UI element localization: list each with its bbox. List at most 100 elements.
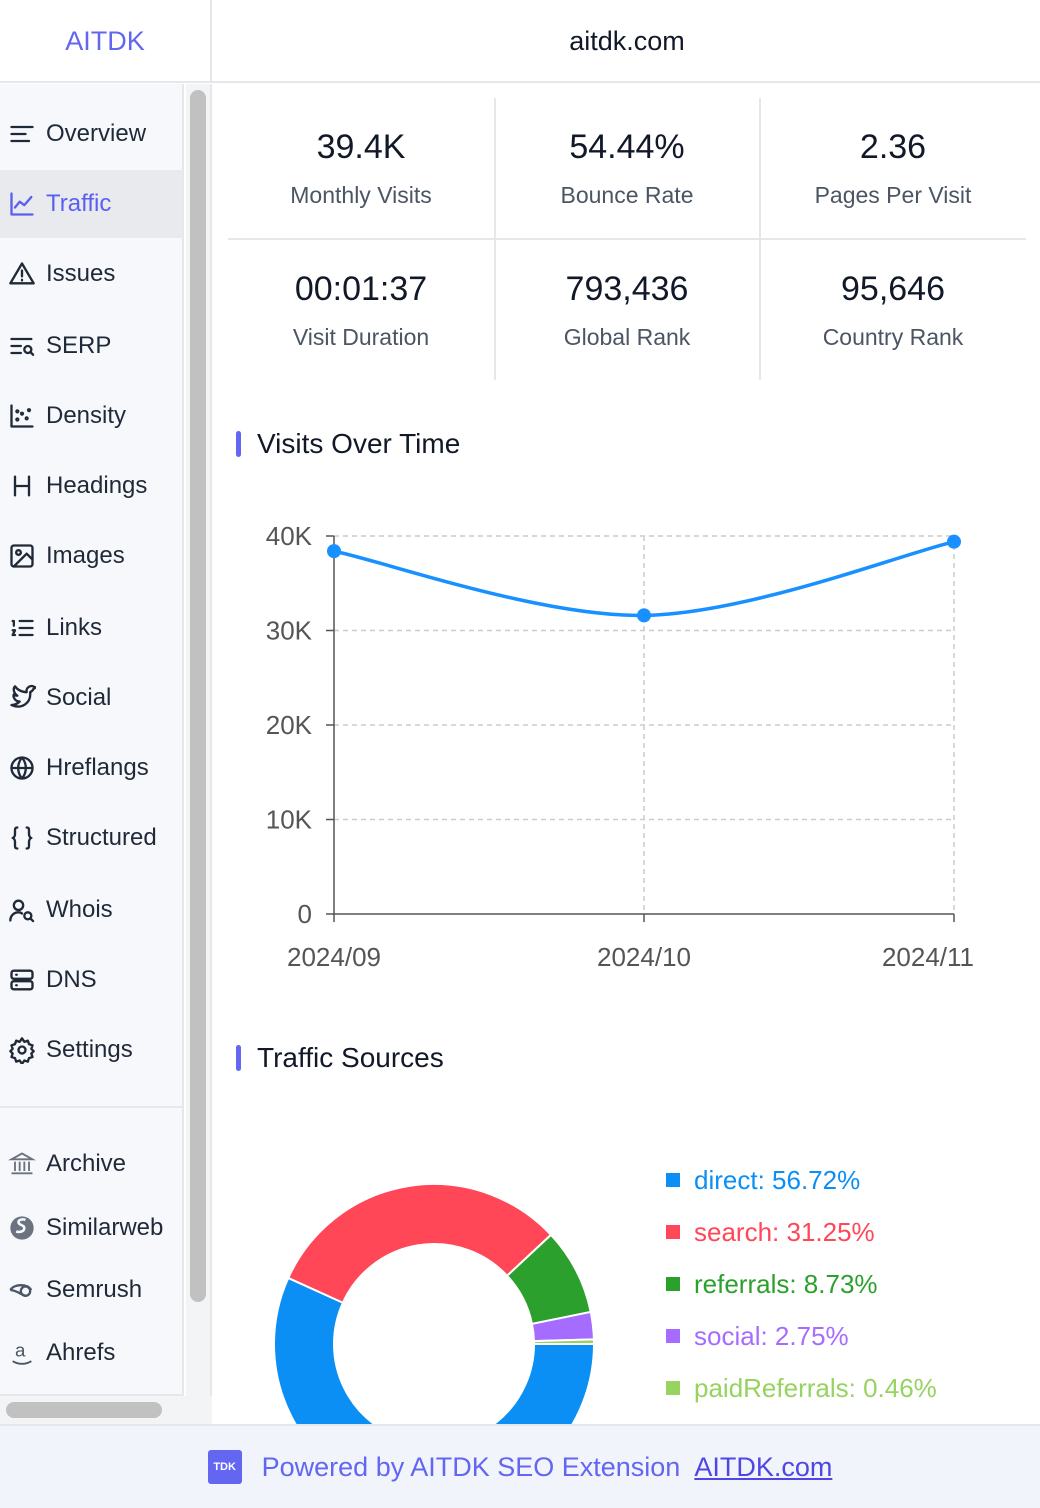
overview-icon: [6, 118, 38, 150]
stat-value: 39.4K: [316, 128, 406, 166]
chart-line-icon: [6, 188, 38, 220]
semrush-icon: [6, 1274, 38, 1306]
legend-label: social: 2.75%: [694, 1320, 849, 1351]
archive-icon: [6, 1148, 38, 1180]
legend-item-social[interactable]: social: 2.75%: [666, 1310, 937, 1362]
similarweb-icon: [6, 1212, 38, 1244]
stat-value: 793,436: [565, 270, 689, 308]
list-icon: [6, 612, 38, 644]
sidebar-item-social[interactable]: Social: [0, 664, 183, 732]
data-point: [327, 544, 341, 559]
sidebar-item-label: Hreflangs: [46, 754, 149, 781]
sidebar-link-archive[interactable]: Archive: [0, 1133, 183, 1195]
sidebar-item-label: DNS: [46, 966, 97, 993]
sidebar-item-label: SERP: [46, 332, 112, 359]
sidebar-item-dns[interactable]: DNS: [0, 946, 183, 1014]
legend-swatch: [666, 1381, 680, 1395]
stat-value: 00:01:37: [294, 270, 428, 308]
stat-monthly-visits: 39.4K Monthly Visits: [228, 98, 494, 239]
user-search-icon: [6, 894, 38, 926]
sidebar-item-structured[interactable]: Structured: [0, 804, 183, 872]
gear-icon: [6, 1034, 38, 1066]
sidebar-item-label: Structured: [46, 824, 157, 851]
section-title-text: Visits Over Time: [257, 428, 461, 459]
divider: [228, 238, 1026, 240]
sidebar-item-whois[interactable]: Whois: [0, 876, 183, 944]
footer-text: Powered by AITDK SEO Extension: [261, 1451, 681, 1482]
stat-label: Pages Per Visit: [814, 182, 972, 208]
sidebar-link-label: Similarweb: [46, 1214, 164, 1241]
brand-logo[interactable]: AITDK: [0, 0, 212, 82]
sidebar-item-settings[interactable]: Settings: [0, 1016, 183, 1084]
x-tick-label: 2024/09: [287, 942, 381, 972]
footer: TDK Powered by AITDK SEO Extension AITDK…: [0, 1424, 1040, 1508]
sidebar-link-semrush[interactable]: Semrush: [0, 1259, 183, 1321]
series-line: [333, 539, 955, 618]
svg-text:a: a: [15, 1340, 26, 1361]
heading-icon: [6, 470, 38, 502]
sidebar-item-label: Whois: [46, 896, 113, 923]
sidebar-item-density[interactable]: Density: [0, 382, 183, 450]
legend-swatch: [666, 1329, 680, 1343]
x-tick-label: 2024/11: [882, 942, 974, 972]
braces-icon: [6, 822, 38, 854]
sidebar-item-issues[interactable]: Issues: [0, 240, 183, 308]
tdk-logo-icon: TDK: [207, 1450, 242, 1484]
data-point: [637, 608, 651, 623]
pie-slice-paidReferrals: [532, 1338, 596, 1345]
sidebar-item-label: Density: [46, 402, 127, 429]
main-content: 39.4K Monthly Visits 54.44% Bounce Rate …: [214, 84, 1040, 1424]
legend-item-search[interactable]: search: 31.25%: [666, 1206, 937, 1258]
legend-label: direct: 56.72%: [694, 1164, 861, 1195]
stats-grid: 39.4K Monthly Visits 54.44% Bounce Rate …: [228, 98, 1026, 380]
sidebar-divider: [0, 1106, 183, 1108]
image-icon: [6, 540, 38, 572]
sidebar-item-hreflangs[interactable]: Hreflangs: [0, 734, 183, 802]
sidebar-link-label: Ahrefs: [46, 1339, 116, 1366]
y-tick-label: 0: [298, 899, 312, 929]
legend-swatch: [666, 1277, 680, 1291]
sidebar-item-label: Traffic: [46, 190, 112, 217]
legend-item-direct[interactable]: direct: 56.72%: [666, 1154, 937, 1206]
stat-value: 54.44%: [569, 128, 685, 166]
sidebar-link-similarweb[interactable]: Similarweb: [0, 1197, 183, 1259]
stat-value: 95,646: [841, 270, 945, 308]
header: AITDK aitdk.com: [0, 0, 1040, 83]
stat-label: Visit Duration: [292, 324, 430, 350]
stat-label: Monthly Visits: [290, 182, 432, 208]
sidebar-item-serp[interactable]: SERP: [0, 312, 183, 380]
twitter-icon: [6, 682, 38, 714]
y-tick-label: 30K: [266, 616, 313, 646]
sidebar-link-label: Archive: [46, 1150, 127, 1177]
serp-search-icon: [6, 330, 38, 362]
sidebar-item-label: Links: [46, 614, 103, 641]
stat-label: Bounce Rate: [560, 182, 694, 208]
sidebar-link-ahrefs[interactable]: a Ahrefs: [0, 1322, 183, 1384]
legend-swatch: [666, 1225, 680, 1239]
globe-icon: [6, 752, 38, 784]
sidebar-item-links[interactable]: Links: [0, 594, 183, 662]
visits-section-title: Visits Over Time: [236, 428, 460, 460]
sidebar-item-images[interactable]: Images: [0, 522, 183, 590]
pie-slice-search: [286, 1183, 553, 1305]
sources-section-title: Traffic Sources: [236, 1042, 444, 1074]
footer-link[interactable]: AITDK.com: [694, 1451, 833, 1482]
sidebar-item-label: Images: [46, 542, 125, 569]
sidebar-scrollbar-horizontal[interactable]: [6, 1402, 162, 1418]
sidebar-item-headings[interactable]: Headings: [0, 452, 183, 520]
server-icon: [6, 964, 38, 996]
sidebar-scrollbar-vertical[interactable]: [190, 90, 206, 1302]
stat-label: Country Rank: [822, 324, 964, 350]
legend-item-referrals[interactable]: referrals: 8.73%: [666, 1258, 937, 1310]
stat-pages-per-visit: 2.36 Pages Per Visit: [760, 98, 1026, 239]
sidebar-item-traffic[interactable]: Traffic: [0, 170, 183, 238]
legend-item-paidReferrals[interactable]: paidReferrals: 0.46%: [666, 1362, 937, 1414]
sidebar-item-overview[interactable]: Overview: [0, 100, 183, 168]
warning-icon: [6, 258, 38, 290]
stat-value: 2.36: [859, 128, 927, 166]
section-accent-bar: [236, 1045, 241, 1071]
domain-title: aitdk.com: [569, 25, 685, 56]
sidebar-item-label: Social: [46, 684, 112, 711]
section-title-text: Traffic Sources: [257, 1042, 444, 1073]
legend-swatch: [666, 1173, 680, 1187]
